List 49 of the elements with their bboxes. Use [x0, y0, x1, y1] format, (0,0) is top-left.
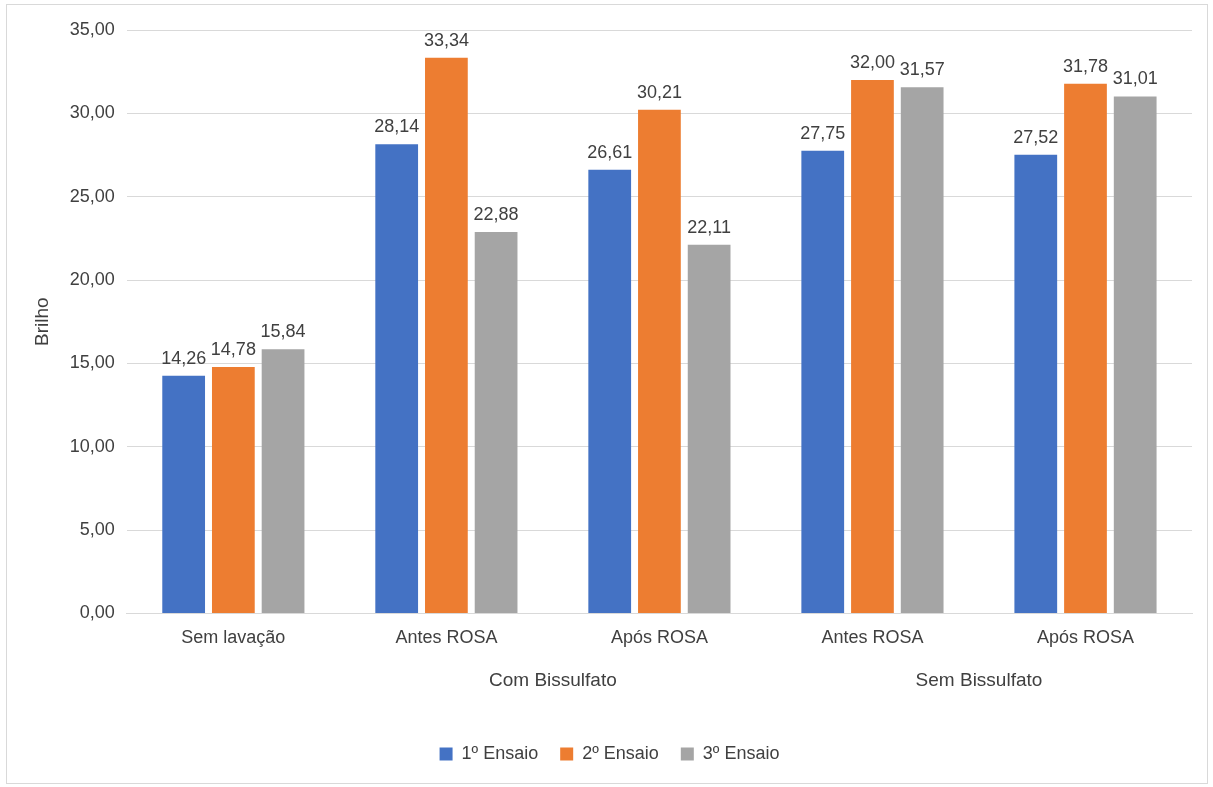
data-label: 27,75	[800, 122, 846, 143]
text: Sem Bissulfato	[915, 669, 1043, 691]
bar	[900, 87, 944, 613]
data-label: 22,11	[687, 216, 731, 237]
bar	[801, 150, 845, 613]
legend-label: 2º Ensaio	[582, 742, 659, 763]
legend-label: 1º Ensaio	[461, 742, 539, 763]
bar	[474, 232, 518, 613]
data-label: 31,78	[1062, 55, 1109, 76]
y-axis-title: Brilho	[30, 297, 52, 346]
data-label: 14,78	[210, 339, 256, 360]
data-label: 14,26	[161, 347, 207, 368]
data-label: 33,34	[423, 29, 469, 50]
x-tick-label: Após ROSA	[610, 627, 708, 648]
y-tick-label: 30,00	[69, 102, 115, 123]
bar	[425, 57, 468, 613]
bar	[851, 80, 894, 613]
bar	[211, 367, 255, 613]
y-tick-label: 5,00	[79, 519, 115, 540]
y-tick-label: 10,00	[69, 435, 115, 456]
y-tick-label: 25,00	[69, 185, 115, 206]
data-label: 31,57	[899, 59, 945, 80]
y-tick-label: 35,00	[69, 18, 115, 39]
legend-label: 3º Ensaio	[702, 742, 780, 763]
y-tick-label: 0,00	[79, 602, 115, 623]
bar	[1064, 83, 1107, 613]
bar	[162, 375, 206, 613]
data-label: 31,01	[1112, 68, 1158, 89]
data-label: 32,00	[849, 51, 895, 72]
data-label: 30,21	[636, 81, 682, 102]
bar	[1113, 96, 1157, 613]
data-label: 22,88	[473, 203, 519, 224]
bar	[1014, 154, 1058, 613]
x-tick-label: Antes ROSA	[395, 627, 498, 648]
bar	[588, 169, 632, 613]
bar	[375, 144, 419, 613]
x-tick-label: Sem lavação	[181, 627, 286, 648]
bar	[687, 244, 731, 613]
bar	[261, 349, 305, 613]
data-label: 26,61	[587, 141, 633, 162]
bar	[638, 109, 681, 613]
x-tick-label: Após ROSA	[1036, 627, 1135, 648]
data-label: 27,52	[1013, 126, 1059, 147]
data-label: 15,84	[260, 321, 306, 342]
y-tick-label: 20,00	[69, 269, 115, 289]
data-label: 28,14	[374, 116, 420, 137]
text: Com Bissulfato	[489, 669, 617, 691]
x-tick-label: Antes ROSA	[821, 627, 924, 648]
y-tick-label: 15,00	[69, 352, 115, 373]
